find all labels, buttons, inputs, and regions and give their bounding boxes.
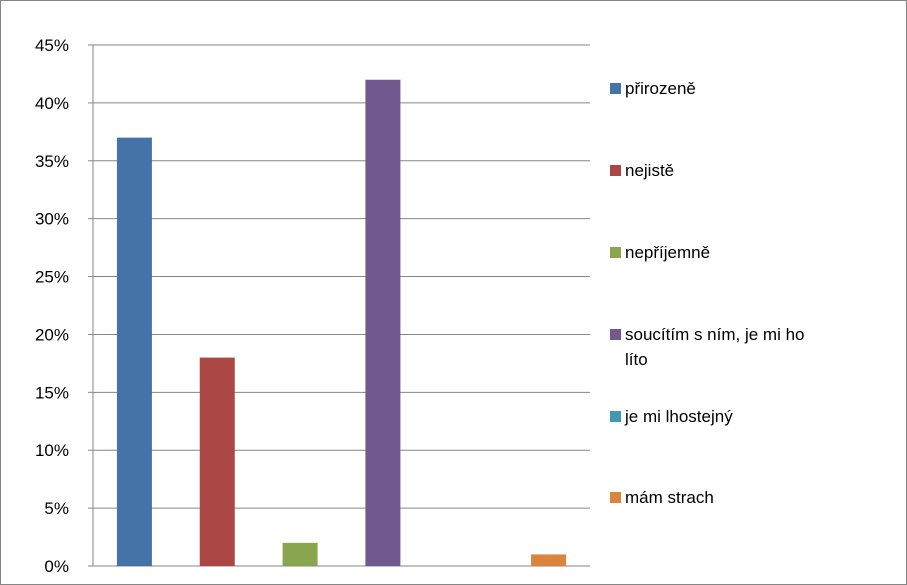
legend: přirozeně nejistě nepříjemně soucítím s ním… — [610, 79, 805, 507]
y-axis-tick-labels: 0% 5% 10% 15% 20% 25% 30% 35% 40% 45% — [35, 36, 69, 576]
legend-swatch — [610, 247, 621, 258]
legend-swatch — [610, 83, 621, 94]
y-tick-label: 15% — [35, 383, 69, 402]
legend-label: přirozeně — [625, 79, 696, 98]
axes — [88, 44, 590, 567]
legend-label: nejistě — [625, 161, 674, 180]
y-tick-label: 25% — [35, 268, 69, 287]
bar-3 — [282, 542, 318, 566]
y-tick-label: 5% — [44, 499, 69, 518]
bar-4 — [365, 79, 401, 566]
y-tick-label: 35% — [35, 152, 69, 171]
legend-swatch — [610, 329, 621, 340]
legend-swatch — [610, 411, 621, 422]
y-tick-label: 45% — [35, 36, 69, 55]
legend-label: nepříjemně — [625, 243, 710, 262]
legend-swatch — [610, 165, 621, 176]
y-tick-label: 20% — [35, 325, 69, 344]
bar-1 — [116, 137, 152, 566]
bar-2 — [199, 357, 235, 566]
y-tick-label: 0% — [44, 557, 69, 576]
y-tick-label: 10% — [35, 441, 69, 460]
legend-label: líto — [625, 350, 648, 369]
bar-6 — [531, 554, 567, 566]
gridlines — [93, 44, 590, 509]
legend-label: soucítím s ním, je mi ho — [625, 325, 805, 344]
y-tick-label: 30% — [35, 210, 69, 229]
y-tick-label: 40% — [35, 94, 69, 113]
legend-swatch — [610, 492, 621, 503]
legend-label: je mi lhostejný — [624, 407, 733, 426]
bars — [116, 79, 567, 566]
legend-label: mám strach — [625, 488, 714, 507]
